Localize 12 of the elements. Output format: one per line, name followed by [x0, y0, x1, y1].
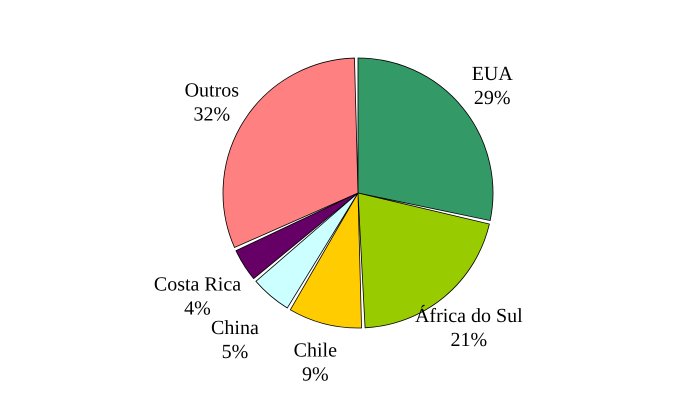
slice-label: Costa Rica: [154, 274, 242, 296]
data-label: 9%: [302, 364, 329, 386]
slice-label: EUA: [472, 62, 514, 85]
slice-label: África do Sul: [414, 304, 524, 327]
slice-label: Chile: [294, 340, 338, 362]
data-label: 5%: [222, 340, 248, 363]
data-label: 32%: [194, 103, 230, 126]
slice-label: Outros: [184, 79, 240, 102]
slice-label: China: [211, 316, 259, 339]
data-label: 4%: [184, 298, 211, 320]
data-label: 21%: [450, 328, 488, 351]
data-label: 29%: [474, 86, 511, 109]
